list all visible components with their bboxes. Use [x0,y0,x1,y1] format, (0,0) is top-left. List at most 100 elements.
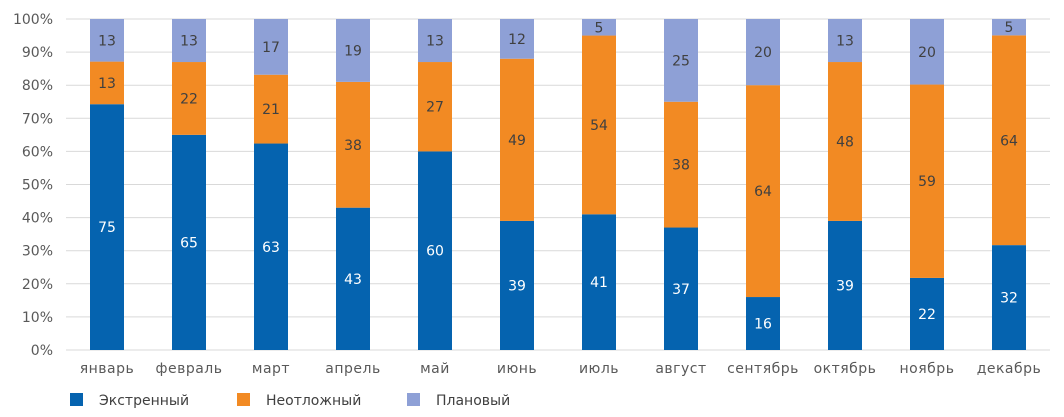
legend: Экстренный Неотложный Плановый [70,393,510,409]
bar-segment [90,19,124,62]
bar-segment [90,104,124,351]
y-tick-label: 80% [22,78,53,94]
legend-swatch [407,393,420,406]
data-label: 38 [344,138,362,154]
data-label: 5 [1005,20,1014,36]
data-label: 48 [836,134,854,150]
bar-segment [172,62,206,135]
bar-segment [254,74,288,144]
data-label: 41 [590,275,608,291]
bar-segment [582,35,616,215]
bar-segment [582,19,616,36]
bar-segment [582,214,616,350]
bar-segment [336,81,370,208]
data-label: 54 [590,118,608,134]
data-label: 13 [180,34,198,50]
bar-segment [90,61,124,105]
bar-segment [910,84,944,278]
data-label: 22 [180,91,198,107]
data-label: 43 [344,272,362,288]
data-label: 12 [508,32,526,48]
data-label: 38 [672,158,690,174]
gridlines [66,18,1050,351]
bar-segment [418,151,452,350]
x-tick-label: октябрь [814,361,877,377]
data-label: 16 [754,317,772,333]
bar-segment [992,19,1026,36]
bar-segment [254,143,288,350]
legend-label: Экстренный [99,393,189,409]
x-tick-label: декабрь [977,361,1042,377]
data-label: 39 [836,278,854,294]
data-label: 75 [98,220,116,236]
bar-segment [500,19,534,59]
data-label: 21 [262,102,280,118]
bar-segment [664,101,698,228]
y-tick-label: 10% [22,310,53,326]
bar-segment [828,62,862,221]
y-tick-label: 60% [22,144,53,160]
x-tick-label: февраль [156,361,223,377]
data-label: 13 [426,34,444,50]
bar-segment [418,62,452,152]
y-tick-label: 100% [13,12,53,28]
data-label: 27 [426,100,444,116]
data-label: 13 [98,76,116,92]
bar-segment [418,19,452,63]
x-tick-label: март [252,361,290,377]
y-tick-label: 0% [31,343,53,359]
data-label: 13 [836,34,854,50]
data-label: 20 [754,45,772,61]
x-tick-label: январь [80,361,135,377]
data-label: 13 [98,33,116,49]
bar-segment [746,19,780,86]
data-label: 65 [180,235,198,251]
y-tick-label: 20% [22,277,53,293]
bar-segment [992,35,1026,246]
x-tick-label: ноябрь [900,361,955,377]
data-label: 64 [754,184,772,200]
x-tick-label: июль [579,361,619,377]
legend-swatch [70,393,83,406]
y-tick-label: 30% [22,244,53,260]
bar-segment [500,58,534,221]
bar-segment [172,19,206,63]
bar-segment [336,207,370,350]
data-label: 59 [918,174,936,190]
data-label: 25 [672,53,690,69]
legend-label: Неотложный [266,393,361,409]
data-label: 64 [1000,133,1018,149]
data-label: 49 [508,133,526,149]
data-label: 22 [918,307,936,323]
data-label: 39 [508,278,526,294]
data-label: 19 [344,43,362,59]
data-label: 32 [1000,291,1018,307]
bar-segment [746,85,780,298]
data-label: 17 [262,40,280,56]
bar-segment [828,220,862,350]
x-tick-label: май [420,361,450,377]
bar-segment [746,297,780,350]
x-tick-label: апрель [325,361,380,377]
y-tick-label: 50% [22,178,53,194]
bar-segment [664,227,698,350]
y-tick-label: 90% [22,45,53,61]
bar-segment [172,134,206,350]
data-label: 5 [595,20,604,36]
data-label: 63 [262,240,280,256]
bar-segment [336,19,370,82]
bar-segment [910,19,944,85]
legend-label: Плановый [436,393,510,409]
bar-segment [910,277,944,350]
x-tick-label: сентябрь [727,361,799,377]
bar-segment [992,245,1026,350]
y-tick-label: 70% [22,111,53,127]
y-tick-label: 40% [22,211,53,227]
bar-segment [254,19,288,75]
data-label: 20 [918,45,936,61]
x-tick-label: август [655,361,706,377]
x-tick-label: июнь [497,361,537,377]
bar-segment [500,220,534,350]
